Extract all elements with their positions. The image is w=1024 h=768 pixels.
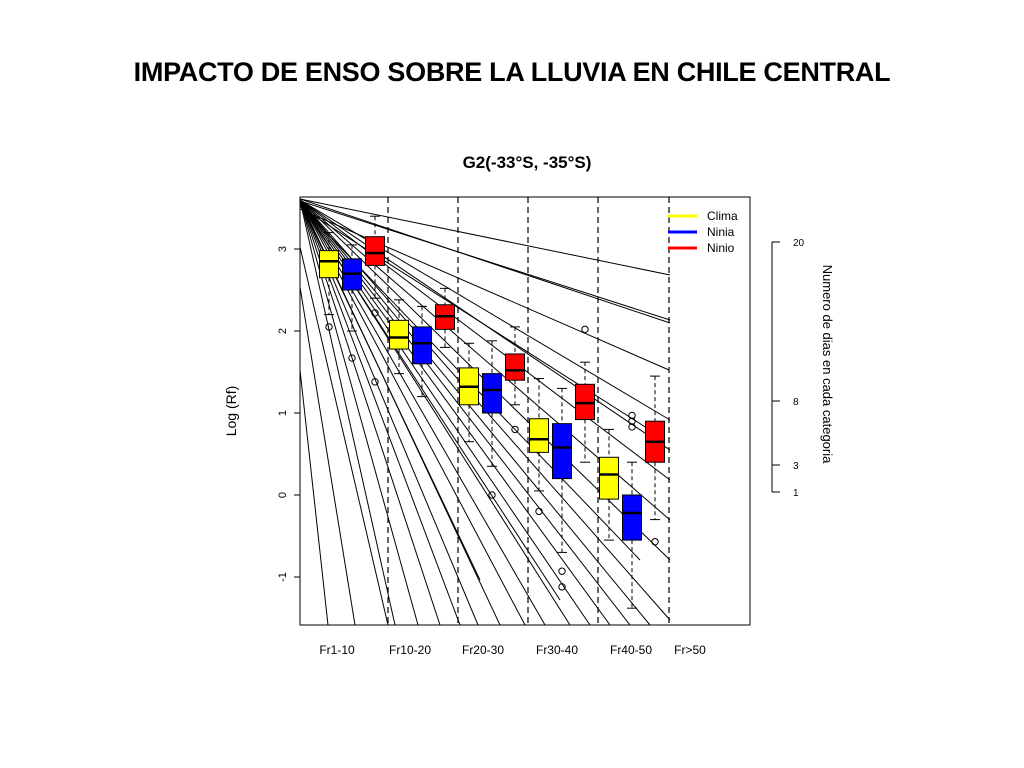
box-ninio [505,326,525,434]
box-ninia [342,244,362,362]
right-axis-tick-label: 8 [793,397,799,408]
outlier-point [651,538,659,546]
reference-line [300,199,546,625]
box-body [482,373,502,414]
outlier-point [558,567,566,575]
box-ninio [575,325,595,463]
box-clima [599,428,619,541]
y-tick-label: 2 [277,328,289,334]
box-body [622,494,642,541]
box-body [599,456,619,500]
box-body [365,236,385,266]
outlier-point [558,583,566,591]
legend-label: Ninia [707,225,735,239]
box-clima [319,232,339,331]
category-label: Fr40-50 [610,643,652,657]
legend-label: Clima [707,209,738,223]
box-body [389,319,409,350]
category-label: Fr10-20 [389,643,431,657]
outlier-point [325,323,333,331]
category-label: Fr1-10 [319,643,355,657]
legend-label: Ninio [707,241,735,255]
box-ninio [365,215,385,386]
reference-line [300,200,671,321]
box-clima [529,378,549,516]
y-tick-label: 1 [277,410,289,416]
outlier-point [348,354,356,362]
box-ninio [435,287,455,348]
right-axis-label: Numero de dias en cada categoria [820,265,835,465]
box-ninia [412,305,432,398]
y-tick-label: -1 [277,572,289,582]
outlier-point [371,378,379,386]
box-clima [459,342,479,443]
legend: Clima Ninia Ninio [668,209,738,255]
box-ninia [622,411,642,609]
outlier-point [581,325,589,334]
y-tick-label: 3 [277,246,289,252]
reference-line [300,208,670,371]
right-axis-tick-label: 1 [793,488,799,499]
outlier-point [488,491,496,499]
outlier-point [511,425,519,434]
reference-line [300,199,671,421]
slide-title: IMPACTO DE ENSO SOBRE LA LLUVIA EN CHILE… [133,57,891,87]
box-body [412,326,432,365]
right-axis: 20 8 3 1 Numero de dias en cada categoria [771,238,835,499]
category-label: Fr20-30 [462,643,504,657]
reference-line [300,198,671,276]
box-body [529,418,549,453]
box-ninio [645,375,665,546]
outlier-point [535,507,543,516]
box-body [505,353,525,381]
reference-line [300,286,356,625]
box-body [552,423,572,480]
reference-line [300,369,329,625]
y-tick-label: 0 [277,492,289,498]
outlier-point [628,423,636,431]
right-axis-tick-label: 20 [793,238,805,249]
outlier-point [628,417,636,425]
box-ninia [552,387,572,591]
box-clima [389,299,409,375]
outlier-point [371,309,379,317]
plot-frame [299,196,751,626]
category-label: Fr30-40 [536,643,578,657]
reference-line [300,199,396,625]
y-axis-label: Log (Rf) [223,386,239,437]
outlier-point [628,411,636,420]
plot-area: -1 0 1 2 3 Log (Rf) Fr1-10 Fr10-20 Fr20-30 Fr30-4… [223,196,835,657]
box-body [319,250,339,279]
box-ninia [482,340,502,499]
category-label: Fr>50 [674,643,706,657]
chart-title: G2(-33°S, -35°S) [463,153,592,172]
reference-line [300,246,389,625]
right-axis-tick-label: 3 [793,461,799,472]
